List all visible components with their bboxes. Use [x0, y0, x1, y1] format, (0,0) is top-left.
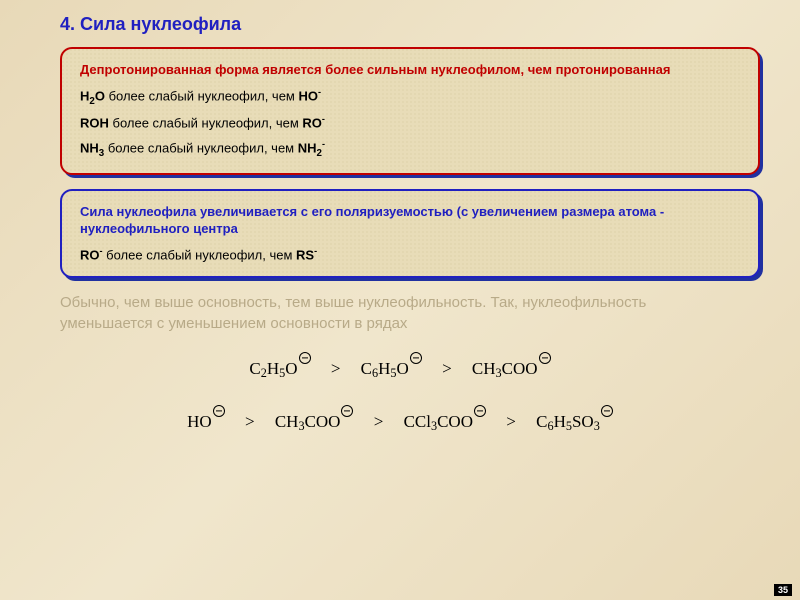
term-ho: HO — [187, 405, 225, 430]
minus-icon — [410, 352, 422, 364]
page-number: 35 — [774, 584, 792, 596]
term-c2h5o: C2H5O — [249, 352, 310, 379]
box-deprotonated: Депротонированная форма является более с… — [60, 47, 760, 175]
minus-icon — [213, 405, 225, 417]
faded-text: Обычно, чем выше основность, тем выше ну… — [60, 292, 740, 334]
term-ch3coo: CH3COO — [472, 352, 551, 379]
box-polarizability: Сила нуклеофила увеличивается с его поля… — [60, 189, 760, 278]
box1-line2: ROH более слабый нуклеофил, чем RO- — [80, 114, 740, 130]
box2-header: Сила нуклеофила увеличивается с его поля… — [80, 203, 740, 238]
minus-icon — [299, 352, 311, 364]
minus-icon — [341, 405, 353, 417]
minus-icon — [601, 405, 613, 417]
minus-icon — [474, 405, 486, 417]
box1-header: Депротонированная форма является более с… — [80, 61, 740, 79]
term-ccl3coo: CCl3COO — [404, 405, 486, 432]
term-ch3coo2: CH3COO — [275, 405, 354, 432]
box2-line1: RO- более слабый нуклеофил, чем RS- — [80, 246, 740, 262]
formula-block: C2H5O > C6H5O > CH3COO HO > CH3COO > CCl… — [0, 352, 800, 432]
box1-line3: NH3 более слабый нуклеофил, чем NH2- — [80, 139, 740, 159]
term-c6h5so3: C6H5SO3 — [536, 405, 613, 432]
minus-icon — [539, 352, 551, 364]
section-title: 4. Сила нуклеофила — [0, 0, 800, 47]
box1-line1: H2O более слабый нуклеофил, чем HO- — [80, 87, 740, 107]
formula-row-2: HO > CH3COO > CCl3COO > C6H5SO3 — [0, 405, 800, 432]
term-c6h5o: C6H5O — [361, 352, 422, 379]
formula-row-1: C2H5O > C6H5O > CH3COO — [0, 352, 800, 379]
